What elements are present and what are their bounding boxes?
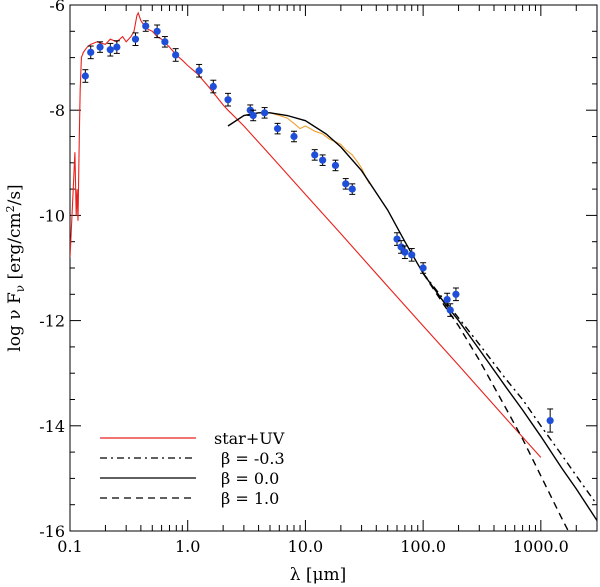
- x-axis-title: λ [μm]: [290, 565, 347, 585]
- data-point: [446, 306, 454, 314]
- legend-text-1: = -0.3: [230, 449, 284, 468]
- data-point: [106, 46, 114, 54]
- data-point: [408, 251, 416, 259]
- data-point: [131, 35, 140, 43]
- data-point: [142, 22, 150, 30]
- data-point: [224, 96, 232, 104]
- series-line-1: [269, 112, 370, 185]
- data-point: [342, 180, 350, 188]
- data-point: [273, 125, 282, 133]
- y-tick-label: -12: [39, 312, 65, 331]
- plot-frame: [69, 4, 598, 532]
- data-point: [393, 235, 401, 243]
- x-tick-label: 100.0: [400, 537, 446, 556]
- legend-label-3: β = 1.0: [221, 489, 279, 508]
- data-point: [443, 295, 451, 304]
- data-point: [209, 82, 217, 91]
- y-tick-label: -14: [39, 417, 65, 436]
- x-tick-label: 1000.0: [513, 537, 569, 556]
- legend-label-2: β = 0.0: [221, 469, 279, 488]
- y-tick-label: -10: [39, 206, 65, 225]
- data-point: [397, 243, 405, 251]
- y-axis-title: log ν Fν [erg/cm2/s]: [4, 184, 27, 351]
- legend-greek-3: β: [221, 489, 230, 508]
- x-tick-label: 10.0: [288, 537, 324, 556]
- legend-greek-2: β: [221, 469, 230, 488]
- series-layer: [70, 11, 597, 531]
- y-tick-label: -6: [49, 0, 65, 15]
- legend-label-1: β = -0.3: [221, 449, 285, 468]
- data-points-layer: [81, 20, 554, 433]
- legend-text-0: star+UV: [214, 429, 285, 448]
- data-point: [290, 132, 298, 141]
- legend-text-2: = 0.0: [230, 469, 279, 488]
- data-point: [311, 151, 319, 159]
- series-line-4: [422, 272, 570, 531]
- y-tick-label: -16: [39, 522, 65, 541]
- data-point: [195, 67, 203, 75]
- data-point: [260, 109, 269, 117]
- data-point: [87, 48, 95, 56]
- legend: star+UVβ = -0.3β = 0.0β = 1.0: [100, 429, 285, 508]
- data-point: [331, 161, 340, 170]
- data-point: [81, 72, 89, 80]
- data-point: [161, 38, 169, 46]
- data-point: [249, 111, 257, 120]
- data-point: [546, 416, 554, 425]
- x-tick-label: 0.1: [57, 537, 82, 556]
- data-point: [172, 51, 180, 59]
- axis-ticks: 0.1 1.0 10.0 100.0 1000.0 -6 -8 -10 -12 -14 -16: [39, 0, 597, 556]
- data-point: [153, 27, 161, 35]
- x-tick-label: 1.0: [175, 537, 200, 556]
- data-point: [319, 156, 327, 164]
- series-line-3: [227, 112, 597, 521]
- data-point: [419, 264, 427, 272]
- data-point: [96, 43, 104, 51]
- data-point: [348, 185, 356, 193]
- data-point: [113, 43, 121, 51]
- series-line-0: [70, 11, 542, 458]
- legend-greek-1: β: [221, 449, 230, 468]
- data-point: [401, 248, 409, 256]
- legend-label-0: star+UV: [214, 429, 285, 448]
- y-tick-label: -8: [49, 101, 65, 120]
- legend-text-3: = 1.0: [230, 489, 279, 508]
- data-point: [452, 290, 460, 298]
